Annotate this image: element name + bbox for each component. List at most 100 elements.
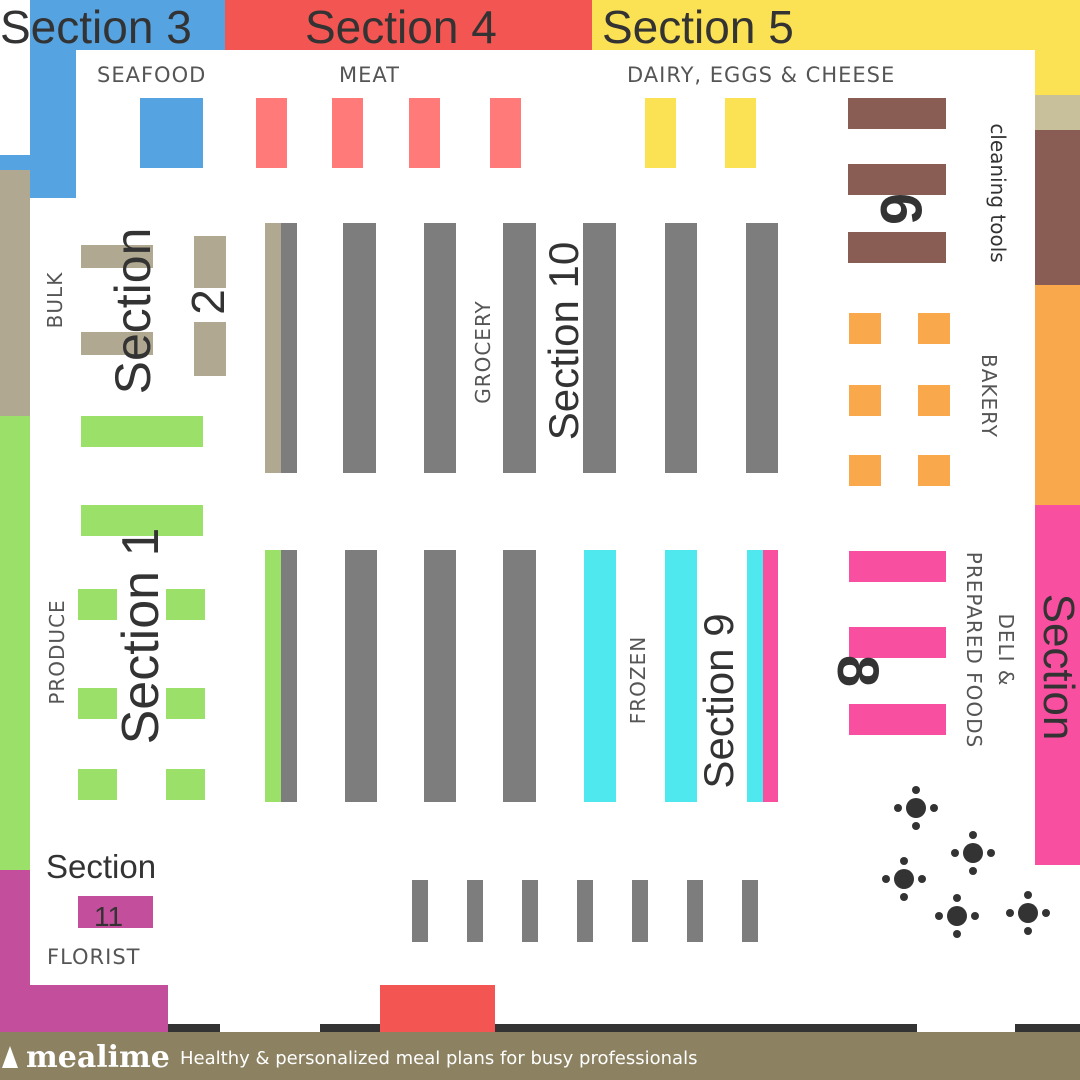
entrance-mat [380, 985, 495, 1032]
section-7-word: Section [1034, 593, 1080, 741]
section-11-word: Section [46, 848, 157, 885]
produce-bin [81, 505, 203, 536]
grocery-aisle [503, 550, 536, 802]
grocery-aisle [583, 223, 616, 473]
dairy-wall-band-right [1035, 0, 1080, 95]
dairy-case [645, 98, 676, 168]
grocery-aisle [665, 223, 697, 473]
bakery-table [918, 313, 950, 344]
cleaning-shelf [848, 164, 946, 195]
deli-counter [849, 627, 946, 658]
grocery-aisle [343, 223, 376, 473]
deli-label-line-2: PREPARED FOODS [962, 551, 986, 749]
produce-bin [78, 688, 117, 719]
deli-wall-band [1035, 505, 1080, 865]
deli-counter [849, 704, 946, 735]
bulk-bin [194, 322, 226, 376]
section-4-title: Section 4 [305, 1, 497, 53]
leaf-logo-icon [0, 1042, 20, 1070]
produce-bin [81, 416, 203, 447]
grocery-aisle [424, 223, 456, 473]
checkout-lane [742, 880, 758, 942]
meat-wall-band [225, 0, 592, 50]
bakery-table [918, 455, 950, 486]
meat-label: MEAT [339, 63, 400, 87]
bakery-label: BAKERY [977, 354, 1001, 438]
bottom-wall-segment [320, 1024, 380, 1032]
deli-label-line-1: DELI & [994, 613, 1018, 687]
meat-case [256, 98, 287, 168]
produce-bin [78, 769, 117, 800]
cafe-table-icon [891, 783, 941, 833]
grocery-aisle [345, 550, 377, 802]
section-9-title: Section 9 [695, 613, 742, 789]
produce-bin [166, 688, 205, 719]
wall-spacer [1035, 95, 1080, 130]
seafood-label: SEAFOOD [97, 63, 207, 87]
grocery-aisle [503, 223, 536, 473]
bottom-wall-segment [168, 1024, 220, 1032]
bulk-bin [81, 245, 153, 268]
produce-bin [166, 589, 205, 620]
bakery-table [918, 385, 950, 416]
dairy-wall-band [592, 0, 1080, 50]
bulk-bin [194, 236, 226, 288]
checkout-lane [632, 880, 648, 942]
grocery-aisle [281, 223, 297, 473]
produce-bin [78, 589, 117, 620]
bakery-table [849, 385, 881, 416]
section-6-number: 6 [868, 192, 933, 226]
frozen-aisle [665, 550, 697, 802]
bulk-bin [81, 332, 153, 355]
bottom-wall-segment [495, 1024, 917, 1032]
bakery-table [849, 313, 881, 344]
checkout-lane [577, 880, 593, 942]
bakery-table [849, 455, 881, 486]
cafe-table-icon [879, 854, 929, 904]
cleaning-tools-label: cleaning tools [986, 123, 1010, 263]
checkout-lane [522, 880, 538, 942]
footer-bar [0, 1032, 1080, 1080]
dairy-case [725, 98, 756, 168]
produce-bin [166, 769, 205, 800]
cleaning-wall-band [1035, 130, 1080, 285]
florist-stand [78, 896, 153, 928]
florist-label: FLORIST [47, 945, 141, 969]
bulk-wall-band [0, 198, 30, 416]
section-2-number: 2 [182, 289, 234, 315]
frozen-aisle [747, 550, 763, 802]
frozen-label: FROZEN [626, 635, 650, 725]
section-1-title: Section 1 [112, 527, 170, 745]
checkout-lane [467, 880, 483, 942]
cleaning-shelf [848, 98, 946, 129]
grocery-aisle [746, 223, 778, 473]
section-2-word: Section [105, 227, 161, 395]
meat-case [409, 98, 440, 168]
cafe-table-icon [948, 828, 998, 878]
section-10-title: Section 10 [540, 241, 587, 441]
deli-counter [849, 551, 946, 582]
bulk-wall-corner [0, 170, 30, 200]
bulk-end-cap [265, 223, 281, 473]
section-5-title: Section 5 [602, 1, 794, 53]
checkout-lane [412, 880, 428, 942]
brand-name: mealime [26, 1040, 170, 1075]
cafe-table-icon [932, 891, 982, 941]
cleaning-shelf [848, 232, 946, 263]
grocery-label: GROCERY [471, 300, 495, 404]
footer-tagline: Healthy & personalized meal plans for bu… [180, 1048, 698, 1069]
dairy-label: DAIRY, EGGS & CHEESE [627, 63, 896, 87]
cafe-table-icon [1003, 888, 1053, 938]
section-11-number: 11 [94, 901, 124, 932]
deli-end-cap [763, 550, 778, 802]
produce-end-cap [265, 550, 281, 802]
meat-case [332, 98, 363, 168]
bottom-wall-segment [1015, 1024, 1080, 1032]
bakery-wall-band [1035, 285, 1080, 505]
grocery-aisle [424, 550, 456, 802]
meat-case [490, 98, 521, 168]
section-8-number: 8 [825, 654, 890, 688]
florist-wall-band-bottom [0, 985, 168, 1032]
checkout-lane [687, 880, 703, 942]
